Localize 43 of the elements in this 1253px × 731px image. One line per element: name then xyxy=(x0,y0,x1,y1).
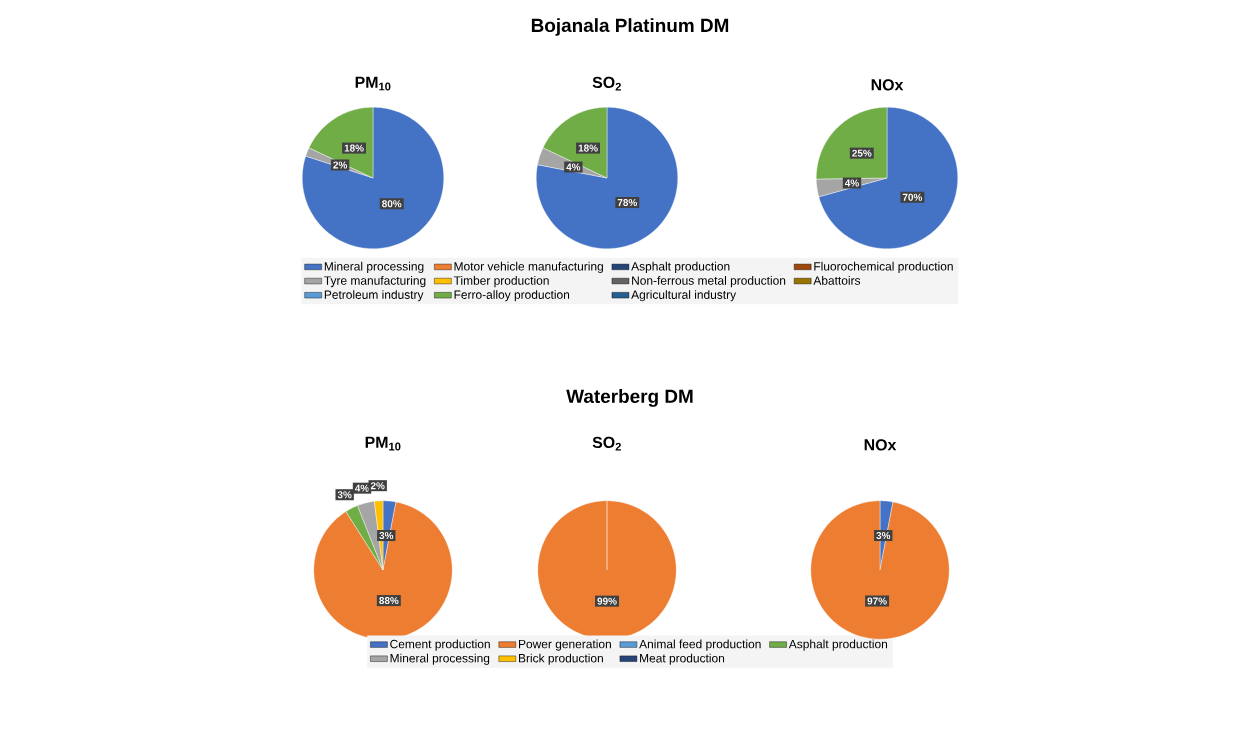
data-label: 3% xyxy=(337,491,352,499)
data-label: 18% xyxy=(578,144,598,152)
legend-label: Fluorochemical production xyxy=(814,261,953,273)
legend-label: Animal feed production xyxy=(639,639,761,651)
data-label: 99% xyxy=(597,597,617,605)
legend-label: Brick production xyxy=(519,653,603,665)
data-label: 70% xyxy=(902,193,923,201)
data-label: 3% xyxy=(379,531,394,540)
slice-label: PM$_{10}$ xyxy=(365,436,401,451)
legend-label: Mineral processing xyxy=(390,653,490,665)
data-label: 18% xyxy=(344,144,364,152)
legend-label: Power generation xyxy=(519,639,611,651)
data-label: 2% xyxy=(370,482,385,490)
legend-label: Mineral processing xyxy=(324,261,424,273)
data-label: 2% xyxy=(333,161,348,169)
legend-label: Non-ferrous metal production xyxy=(632,275,786,288)
legend-label: Motor vehicle manufacturing xyxy=(454,261,603,273)
data-label: 80% xyxy=(382,200,402,208)
data-label: 78% xyxy=(617,198,638,207)
legend-label: Ferro-alloy production xyxy=(454,290,570,302)
slice-label: NOx xyxy=(871,79,904,91)
legend-label: Cement production xyxy=(390,639,490,651)
legend-label: Agricultural industry xyxy=(631,290,737,302)
data-label: 88% xyxy=(379,597,399,605)
legend-label: Timber production xyxy=(453,275,549,288)
legend-label: Meat production xyxy=(640,653,725,665)
slice-label: SO$_{2}$ xyxy=(592,76,621,91)
data-label: 4% xyxy=(566,163,581,171)
slice-label: PM$_{10}$ xyxy=(355,76,391,91)
slice-label: NOx xyxy=(864,439,897,451)
chart-title: Bojanala Platinum DM xyxy=(531,18,729,36)
legend-label: Abattoirs xyxy=(813,275,861,285)
legend-label: Asphalt production xyxy=(631,261,730,273)
legend-label: Tyre manufacturing xyxy=(324,275,426,288)
legend-label: Asphalt production xyxy=(788,639,888,651)
data-label: 4% xyxy=(354,484,369,492)
slice-label: SO$_{2}$ xyxy=(592,436,621,451)
chart-title: Waterberg DM xyxy=(566,389,693,407)
data-label: 97% xyxy=(867,597,887,605)
data-label: 3% xyxy=(876,531,891,540)
legend-label: Petroleum industry xyxy=(324,290,424,302)
data-label: 4% xyxy=(844,179,859,187)
data-label: 25% xyxy=(852,149,872,157)
